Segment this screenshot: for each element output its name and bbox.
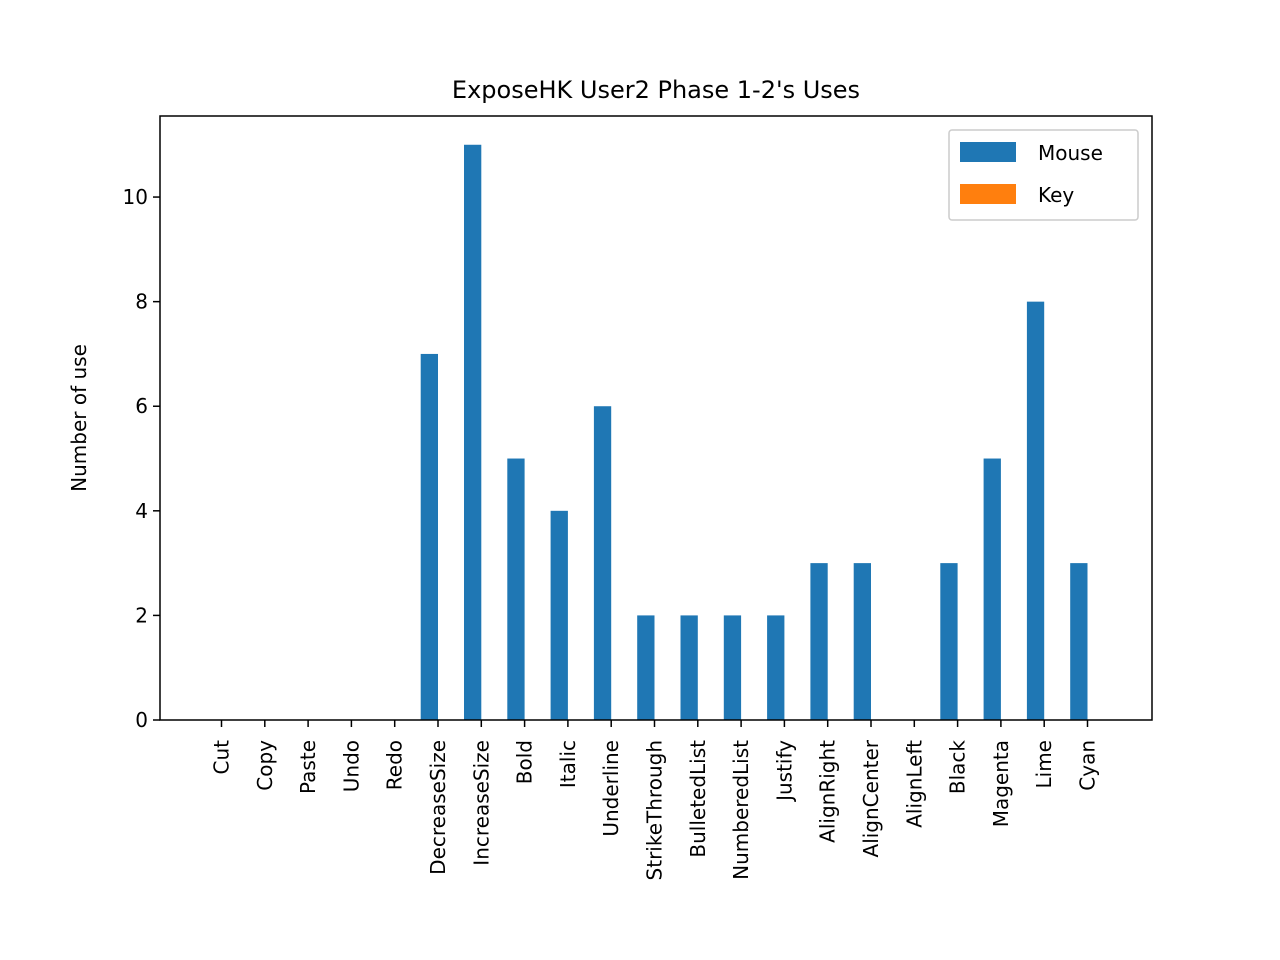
y-tick-label: 4 [135,499,148,523]
y-tick-label: 8 [135,290,148,314]
axes-layer: 0 2 4 6 8 10 Cut Copy Paste Undo Redo DecreaseSize I… [123,185,1100,880]
bar-mouse-strikethrough [637,615,655,720]
x-tick-label: Cyan [1076,740,1100,791]
x-tick-label: Black [946,740,970,795]
x-tick-label: Italic [556,740,580,788]
x-tick-label: Lime [1032,740,1056,789]
legend-label-key: Key [1038,183,1074,207]
x-tick-label: Undo [339,740,363,792]
bar-mouse-magenta [983,458,1001,720]
x-tick-label: Cut [210,740,234,775]
bar-mouse-bold [507,458,525,720]
bar-mouse-black [940,563,958,720]
x-tick-label: AlignCenter [859,739,883,857]
x-tick-label: AlignLeft [902,740,926,828]
x-tick-label: StrikeThrough [643,740,667,880]
bar-mouse-decreasesize [420,353,438,720]
x-tick-label: Copy [253,740,277,791]
x-tick-label: Bold [513,740,537,784]
x-tick-label: IncreaseSize [469,740,493,866]
bar-mouse-cyan [1070,563,1088,720]
y-tick-label: 0 [135,708,148,732]
x-tick-label: AlignRight [816,740,840,843]
x-tick-label: Justify [772,740,796,803]
chart-title: ExposeHK User2 Phase 1-2's Uses [452,76,860,104]
bar-mouse-lime [1026,301,1045,720]
x-tick-label: BulletedList [686,740,710,858]
bar-mouse-italic [550,510,568,720]
legend-swatch-mouse [960,142,1016,162]
bar-mouse-numberedlist [723,615,742,720]
bar-mouse-alignright [810,563,828,720]
x-tick-label: Redo [383,740,407,790]
y-tick-label: 6 [135,394,148,418]
bar-mouse-justify [767,615,785,720]
x-tick-label: NumberedList [729,740,753,880]
bar-mouse-increasesize [464,144,482,720]
legend: Mouse Key [948,129,1139,221]
legend-label-mouse: Mouse [1038,141,1103,165]
bar-mouse-underline [593,406,612,720]
x-tick-label: Magenta [989,740,1013,827]
legend-swatch-key [960,184,1016,204]
bar-mouse-bulletedlist [680,615,698,720]
plot-frame [159,115,1153,721]
x-tick-label: DecreaseSize [426,740,450,875]
y-tick-label: 2 [135,603,148,627]
bars-layer [420,144,1088,720]
x-tick-label: Underline [599,740,623,837]
x-tick-label: Paste [296,740,320,794]
y-tick-label: 10 [123,185,148,209]
bar-mouse-aligncenter [853,563,871,720]
y-axis-label: Number of use [67,344,91,492]
